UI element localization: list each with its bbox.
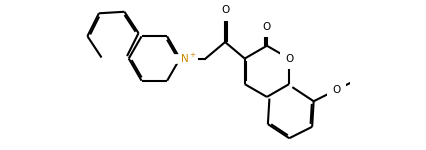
Text: N$^+$: N$^+$ [180, 52, 197, 66]
Text: O: O [221, 5, 229, 15]
Text: O: O [285, 54, 293, 64]
Text: O: O [332, 85, 341, 95]
Text: O: O [263, 22, 271, 32]
